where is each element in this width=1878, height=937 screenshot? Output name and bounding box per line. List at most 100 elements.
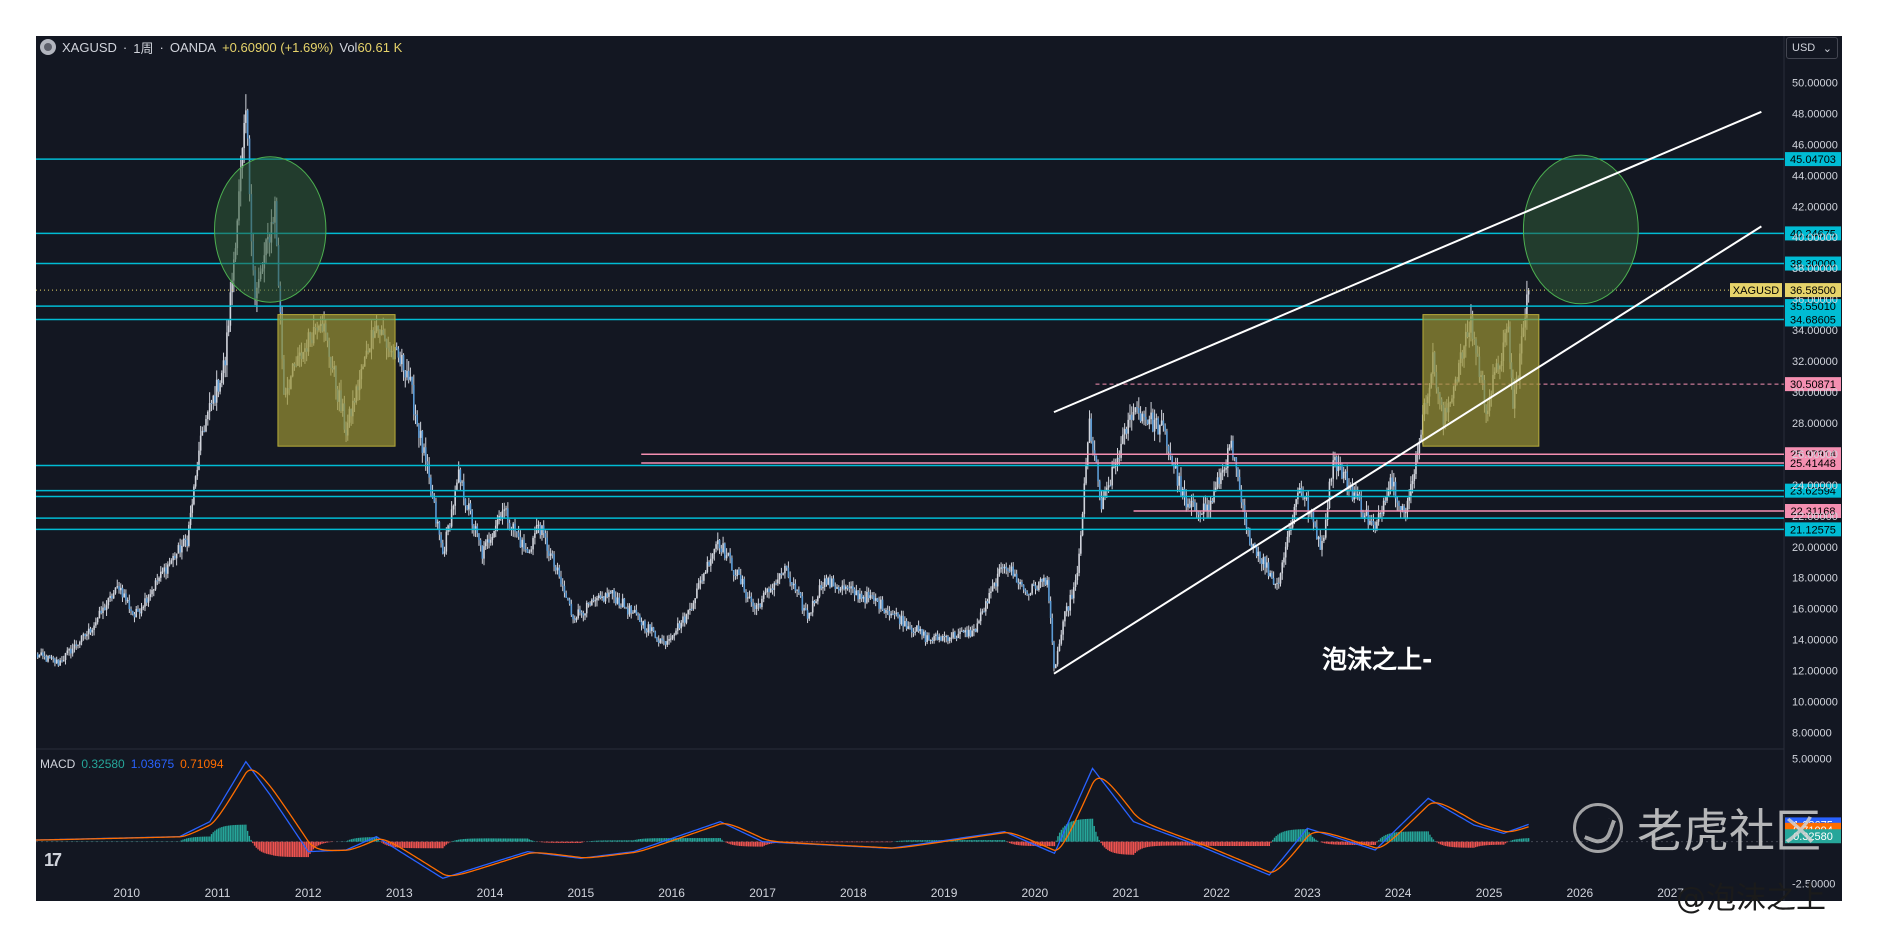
- tradingview-logo[interactable]: 17: [44, 850, 62, 870]
- candle-body: [1227, 448, 1229, 468]
- candle-body: [866, 591, 868, 603]
- candle-body: [534, 533, 536, 538]
- candle-body: [979, 612, 982, 622]
- candle-body: [1245, 518, 1248, 528]
- candle-body: [1174, 465, 1177, 468]
- candle-body: [454, 489, 456, 506]
- candle-body: [514, 523, 516, 532]
- candle-body: [633, 609, 636, 613]
- tiger-logo-icon: [1573, 803, 1623, 853]
- candle-body: [741, 578, 744, 585]
- candle-body: [80, 635, 83, 643]
- symbol-legend[interactable]: XAGUSD · 1周 · OANDA +0.60900 (+1.69%) Vo…: [40, 38, 402, 56]
- candle-body: [1007, 569, 1009, 572]
- currency-select[interactable]: USD ⌄: [1786, 37, 1838, 59]
- y-tick-label: 36.00000: [1792, 294, 1838, 306]
- candle-body: [1022, 584, 1025, 590]
- brand-watermark: 老虎社区: [1573, 795, 1821, 861]
- x-tick-label: 2027: [1657, 886, 1684, 900]
- last-price-symbol-box: [1730, 283, 1782, 298]
- x-tick-label: 2017: [749, 886, 776, 900]
- candle-body: [484, 542, 487, 547]
- candle-body: [205, 419, 207, 432]
- candle-body: [1418, 441, 1421, 454]
- candle-body: [1053, 642, 1055, 668]
- candle-body: [1192, 500, 1195, 503]
- candle-body: [1284, 546, 1287, 558]
- candle-body: [193, 486, 195, 505]
- candle-body: [1185, 497, 1188, 508]
- candle-body: [725, 555, 728, 559]
- candle-body: [757, 603, 760, 605]
- candle-body: [499, 515, 502, 518]
- candle-body: [47, 655, 49, 662]
- candle-body: [468, 503, 470, 510]
- candle-body: [585, 602, 588, 614]
- candle-body: [832, 578, 835, 587]
- candle-body: [1125, 428, 1128, 434]
- candle-body: [988, 593, 990, 604]
- candle-body: [1316, 526, 1318, 540]
- candle-body: [1330, 478, 1333, 482]
- candle-body: [1038, 582, 1040, 590]
- interval-label: 1周: [133, 40, 154, 56]
- candle-body: [715, 544, 717, 549]
- candle-body: [683, 616, 686, 623]
- candle-body: [750, 596, 753, 603]
- candle-body: [38, 655, 41, 658]
- candle-body: [1085, 465, 1087, 484]
- candle-body: [1107, 485, 1110, 488]
- candle-body: [128, 600, 131, 610]
- candle-body: [1102, 496, 1105, 510]
- candle-body: [1017, 582, 1020, 585]
- candle-body: [1260, 559, 1263, 565]
- x-tick-label: 2023: [1294, 886, 1321, 900]
- candle-body: [449, 525, 451, 527]
- candle-body: [1010, 566, 1013, 572]
- candle-body: [924, 631, 927, 643]
- candle-body: [1218, 477, 1221, 484]
- candle-body: [897, 612, 899, 617]
- candle-body: [1178, 476, 1181, 486]
- candle-body: [526, 549, 529, 553]
- candle-body: [952, 632, 954, 638]
- y-tick-label: 8.00000: [1792, 728, 1832, 740]
- macd-legend[interactable]: MACD 0.32580 1.03675 0.71094: [40, 757, 224, 771]
- candle-body: [954, 632, 956, 638]
- candle-body: [1155, 418, 1158, 420]
- candle-body: [1342, 472, 1345, 479]
- candle-body: [771, 588, 774, 590]
- candle-body: [864, 596, 866, 603]
- candle-body: [1148, 419, 1151, 425]
- candle-body: [114, 587, 117, 594]
- candle-body: [755, 604, 758, 609]
- candle-body: [722, 543, 724, 553]
- y-tick-label: 14.00000: [1792, 635, 1838, 647]
- macd-histogram-value: 0.32580: [81, 757, 125, 771]
- candle-body: [841, 585, 844, 589]
- candle-body: [727, 552, 730, 556]
- level-label-box: [1785, 377, 1841, 392]
- candle-body: [984, 601, 987, 612]
- candle-body: [42, 652, 44, 656]
- candle-body: [604, 593, 607, 602]
- candle-body: [943, 635, 946, 638]
- candle-body: [829, 577, 831, 588]
- candle-body: [1206, 504, 1208, 512]
- candle-body: [1145, 416, 1147, 420]
- macd-signal-value: 0.71094: [180, 757, 224, 771]
- candle-body: [36, 653, 39, 658]
- candle-body: [799, 592, 802, 597]
- candle-body: [64, 653, 67, 660]
- candle-body: [1049, 600, 1052, 619]
- candle-body: [71, 648, 74, 654]
- candle-body: [845, 586, 847, 590]
- candle-body: [762, 593, 765, 599]
- candle-body: [743, 578, 746, 592]
- candle-body: [1093, 450, 1096, 456]
- candle-body: [731, 557, 733, 571]
- candle-body: [1000, 567, 1002, 569]
- candle-body: [708, 561, 710, 566]
- candle-body: [664, 641, 667, 645]
